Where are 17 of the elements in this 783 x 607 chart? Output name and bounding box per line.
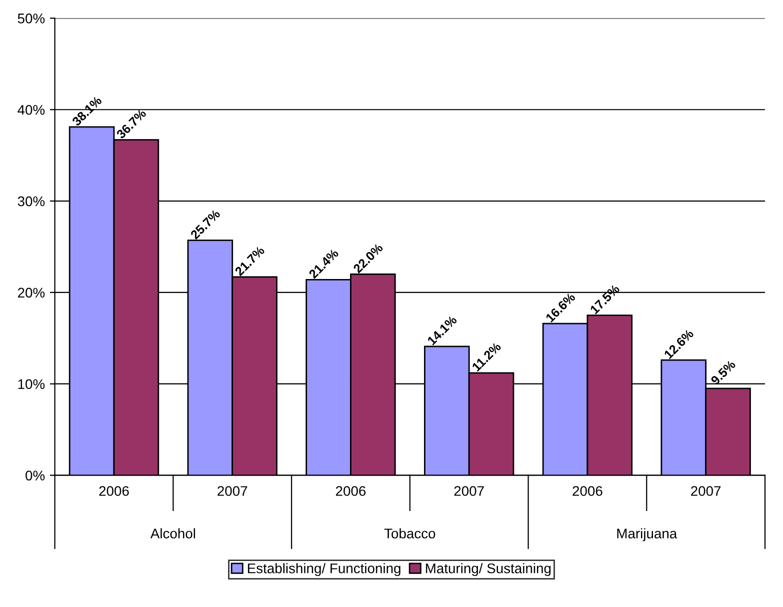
legend-label: Establishing/ Functioning [248,563,400,576]
x-tick-label: 2006 [572,486,602,496]
text: Alcohol [150,528,196,538]
text: Marijuana [617,528,678,542]
y-tick-label: 10% [18,379,45,390]
y-tick-label: 20% [18,288,45,298]
x-tick-label: 2007 [691,486,721,496]
legend-label: Maturing/ Sustaining [426,563,551,576]
text: Tobacco [384,528,436,538]
y-tick-label: 30% [18,196,45,206]
y-tick-label: 0% [26,470,45,480]
x-tick-label: 2006 [99,486,129,496]
y-tick-label: 50% [18,14,45,24]
x-tick-label: 2007 [454,486,484,496]
y-tick-label: 40% [18,104,45,115]
x-tick-label: 2006 [336,486,366,496]
x-tick-label: 2007 [218,486,248,496]
